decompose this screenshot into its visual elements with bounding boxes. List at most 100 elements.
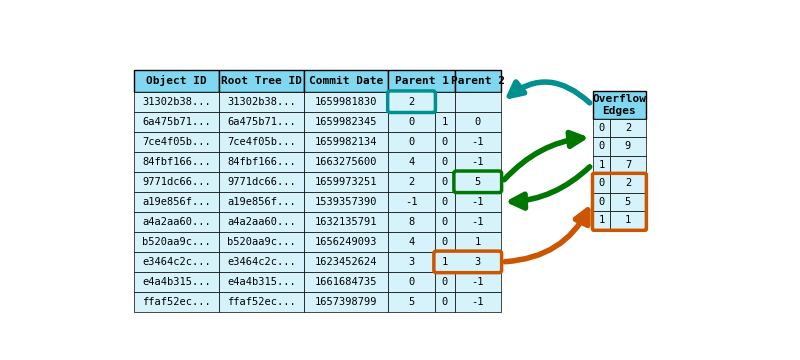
- Text: Commit Date: Commit Date: [309, 76, 383, 86]
- Bar: [219, 232, 304, 252]
- Text: e3464c2c...: e3464c2c...: [142, 257, 211, 267]
- Text: -1: -1: [471, 217, 484, 227]
- Bar: [304, 192, 389, 212]
- Bar: [454, 152, 501, 172]
- Text: 6a475b71...: 6a475b71...: [227, 117, 296, 127]
- Text: 0: 0: [442, 197, 448, 207]
- Text: Parent 2: Parent 2: [450, 76, 505, 86]
- Text: 0: 0: [474, 117, 481, 127]
- FancyBboxPatch shape: [454, 171, 502, 193]
- Text: 0: 0: [442, 297, 448, 307]
- Text: 0: 0: [409, 137, 414, 147]
- Text: 2: 2: [625, 123, 631, 133]
- Text: 0: 0: [442, 217, 448, 227]
- Bar: [389, 132, 434, 152]
- Bar: [594, 91, 646, 119]
- Text: 5: 5: [625, 197, 631, 207]
- Text: -1: -1: [471, 277, 484, 287]
- Text: 8: 8: [409, 217, 414, 227]
- Bar: [594, 119, 610, 137]
- Text: 1: 1: [625, 215, 631, 225]
- Bar: [434, 152, 454, 172]
- Text: 1659973251: 1659973251: [315, 177, 378, 187]
- Text: 1657398799: 1657398799: [315, 297, 378, 307]
- Bar: [134, 292, 219, 312]
- Bar: [610, 137, 646, 156]
- Bar: [434, 252, 454, 272]
- Bar: [434, 92, 454, 112]
- Bar: [134, 252, 219, 272]
- Text: -1: -1: [471, 157, 484, 167]
- Text: 0: 0: [598, 123, 605, 133]
- Text: 3: 3: [474, 257, 481, 267]
- Bar: [454, 292, 501, 312]
- Text: b520aa9c...: b520aa9c...: [142, 237, 211, 247]
- Bar: [389, 192, 434, 212]
- Bar: [434, 272, 454, 292]
- Text: -1: -1: [406, 197, 418, 207]
- Text: 0: 0: [409, 117, 414, 127]
- Bar: [434, 132, 454, 152]
- Bar: [219, 252, 304, 272]
- Bar: [454, 132, 501, 152]
- Bar: [594, 211, 610, 230]
- Bar: [219, 152, 304, 172]
- Bar: [219, 192, 304, 212]
- Text: 2: 2: [409, 97, 414, 107]
- Bar: [304, 70, 389, 92]
- Text: Object ID: Object ID: [146, 75, 207, 86]
- Text: -1: -1: [471, 297, 484, 307]
- Text: 1: 1: [598, 160, 605, 170]
- Bar: [389, 70, 454, 92]
- Bar: [219, 92, 304, 112]
- Text: 1: 1: [474, 237, 481, 247]
- Text: 5: 5: [474, 177, 481, 187]
- Bar: [454, 172, 501, 192]
- Bar: [389, 272, 434, 292]
- Text: 9771dc66...: 9771dc66...: [227, 177, 296, 187]
- Text: 1663275600: 1663275600: [315, 157, 378, 167]
- Text: 0: 0: [442, 237, 448, 247]
- Text: 31302b38...: 31302b38...: [142, 97, 211, 107]
- Bar: [610, 156, 646, 174]
- Text: 1659981830: 1659981830: [315, 97, 378, 107]
- Text: ffaf52ec...: ffaf52ec...: [227, 297, 296, 307]
- Bar: [389, 212, 434, 232]
- Text: -1: -1: [471, 137, 484, 147]
- Text: 0: 0: [442, 157, 448, 167]
- Text: 1661684735: 1661684735: [315, 277, 378, 287]
- Bar: [389, 92, 434, 112]
- Text: e4a4b315...: e4a4b315...: [142, 277, 211, 287]
- Text: e4a4b315...: e4a4b315...: [227, 277, 296, 287]
- Text: a4a2aa60...: a4a2aa60...: [227, 217, 296, 227]
- Text: a19e856f...: a19e856f...: [142, 197, 211, 207]
- Bar: [219, 292, 304, 312]
- Bar: [434, 112, 454, 132]
- Bar: [454, 192, 501, 212]
- Text: 5: 5: [474, 177, 481, 187]
- Text: 0: 0: [442, 137, 448, 147]
- Bar: [454, 232, 501, 252]
- Bar: [304, 92, 389, 112]
- Text: 2: 2: [625, 178, 631, 188]
- Bar: [134, 132, 219, 152]
- FancyBboxPatch shape: [388, 91, 435, 112]
- Bar: [594, 174, 610, 193]
- Bar: [389, 252, 434, 272]
- Bar: [454, 112, 501, 132]
- Bar: [134, 272, 219, 292]
- Text: 0: 0: [442, 177, 448, 187]
- Text: 2: 2: [409, 97, 414, 107]
- Bar: [134, 92, 219, 112]
- Text: 0: 0: [598, 178, 605, 188]
- Bar: [304, 252, 389, 272]
- Bar: [219, 212, 304, 232]
- Bar: [304, 132, 389, 152]
- Bar: [219, 172, 304, 192]
- Bar: [610, 174, 646, 193]
- Bar: [134, 172, 219, 192]
- Text: a19e856f...: a19e856f...: [227, 197, 296, 207]
- Text: 1632135791: 1632135791: [315, 217, 378, 227]
- Text: 9: 9: [625, 141, 631, 151]
- Bar: [134, 70, 219, 92]
